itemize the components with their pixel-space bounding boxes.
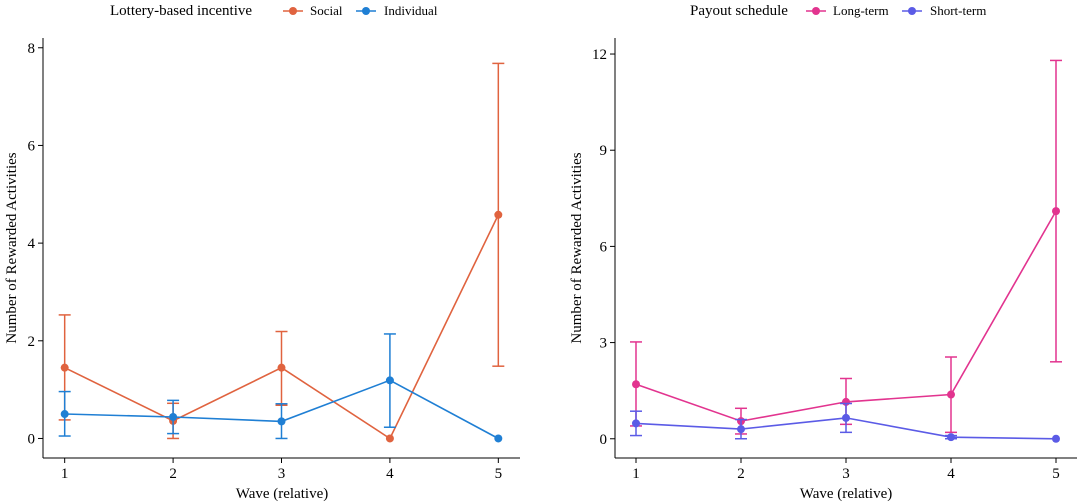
- series-layer: [58, 62, 505, 443]
- data-point: [1052, 434, 1060, 443]
- y-tick-label: 0: [600, 432, 608, 448]
- y-tick-label: 6: [28, 138, 36, 154]
- panel-lottery-incentive: Lottery-based incentive Social Individua…: [4, 3, 520, 502]
- y-ticks: 0 3 6 9 12: [592, 47, 615, 448]
- series-social: [58, 62, 505, 443]
- data-point: [60, 410, 69, 419]
- legend: Payout schedule Long-term Short-term: [690, 3, 986, 19]
- series-short-term: [630, 402, 1060, 443]
- y-tick-label: 12: [592, 47, 607, 63]
- x-axis-label: Wave (relative): [236, 486, 328, 502]
- x-tick-label: 2: [169, 466, 177, 482]
- legend-title: Payout schedule: [690, 3, 788, 19]
- y-tick-label: 8: [28, 41, 36, 57]
- series-individual: [58, 333, 503, 443]
- x-tick-label: 5: [495, 466, 503, 482]
- y-tick-label: 6: [600, 239, 608, 255]
- data-point: [1052, 207, 1060, 216]
- x-tick-label: 2: [737, 466, 745, 482]
- y-tick-label: 4: [28, 236, 36, 252]
- y-tick-label: 2: [28, 334, 36, 350]
- x-tick-label: 4: [947, 466, 955, 482]
- x-tick-label: 1: [632, 466, 640, 482]
- data-point: [632, 419, 640, 428]
- y-axis-label: Number of Rewarded Activities: [569, 152, 585, 343]
- legend-key-social-dot: [289, 7, 297, 15]
- x-ticks: 1 2 3 4 5: [61, 458, 502, 482]
- legend-label-long-term: Long-term: [833, 3, 889, 18]
- legend-label-short-term: Short-term: [930, 3, 986, 18]
- series-long-term: [630, 59, 1062, 435]
- x-tick-label: 5: [1052, 466, 1060, 482]
- y-tick-label: 9: [600, 143, 608, 159]
- x-tick-label: 3: [842, 466, 850, 482]
- data-point: [737, 425, 745, 434]
- data-point: [385, 434, 394, 443]
- legend-key-individual-dot: [362, 7, 370, 15]
- x-tick-label: 4: [386, 466, 394, 482]
- legend-label-individual: Individual: [384, 3, 438, 18]
- data-point: [385, 376, 394, 385]
- legend: Lottery-based incentive Social Individua…: [110, 3, 438, 19]
- x-ticks: 1 2 3 4 5: [632, 458, 1060, 482]
- data-point: [947, 433, 955, 442]
- y-tick-label: 3: [600, 336, 608, 352]
- legend-label-social: Social: [310, 3, 343, 18]
- data-point: [277, 363, 286, 372]
- data-point: [60, 363, 69, 372]
- y-axis-label: Number of Rewarded Activities: [4, 152, 20, 343]
- x-axis-label: Wave (relative): [800, 486, 892, 502]
- y-ticks: 0 2 4 6 8: [28, 41, 43, 447]
- data-point: [277, 417, 286, 426]
- legend-title: Lottery-based incentive: [110, 3, 252, 19]
- data-point: [842, 413, 850, 422]
- data-point: [169, 412, 178, 421]
- legend-key-long-term-dot: [812, 7, 820, 15]
- data-point: [632, 380, 640, 389]
- series-layer: [630, 59, 1062, 443]
- data-point: [947, 390, 955, 399]
- data-point: [494, 210, 503, 219]
- y-tick-label: 0: [28, 431, 36, 447]
- panel-payout-schedule: Payout schedule Long-term Short-term 0 3 6…: [569, 3, 1077, 502]
- legend-key-short-term-dot: [908, 7, 916, 15]
- x-tick-label: 3: [278, 466, 286, 482]
- data-point: [494, 434, 503, 443]
- x-tick-label: 1: [61, 466, 69, 482]
